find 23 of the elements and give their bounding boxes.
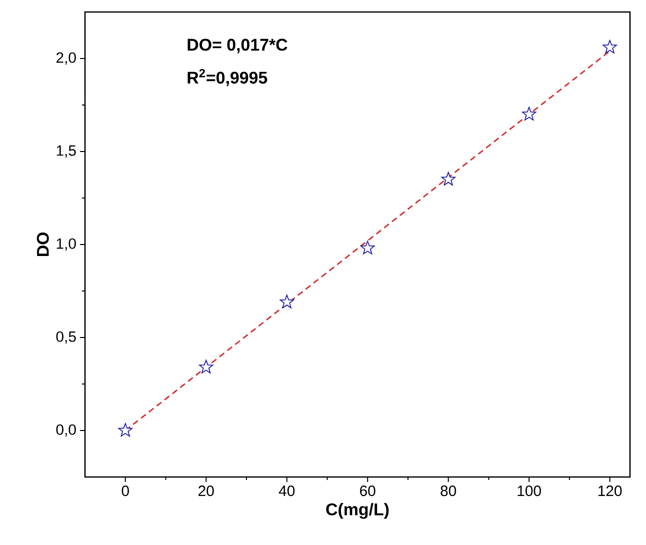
- x-tick-label: 60: [360, 486, 376, 496]
- point: [118, 423, 132, 437]
- y-tick-label: 1,0: [56, 238, 76, 251]
- x-tick-label: 100: [518, 486, 541, 496]
- x-tick-label: 0: [122, 486, 129, 496]
- point: [441, 172, 456, 186]
- x-tick-label: 120: [598, 486, 622, 496]
- point: [360, 240, 375, 254]
- point: [280, 294, 294, 308]
- point: [199, 360, 214, 374]
- x-axis-title: C(mg/L): [326, 502, 389, 519]
- point: [602, 40, 617, 54]
- x-tick-label: 20: [198, 486, 214, 496]
- y-axis-title: DO: [36, 232, 49, 256]
- y-tick-label: 1,5: [56, 145, 76, 158]
- x-tick-label: 40: [278, 486, 295, 496]
- point: [522, 106, 536, 120]
- text: R$^{2}$=0,9995: [188, 68, 268, 86]
- y-tick-label: 0,5: [56, 331, 76, 344]
- annotation: DO= 0,017*C: [188, 38, 288, 54]
- y-tick-label: 0,0: [56, 424, 76, 437]
- x-tick-label: 80: [440, 486, 456, 496]
- y-tick-label: 2,0: [56, 52, 76, 65]
